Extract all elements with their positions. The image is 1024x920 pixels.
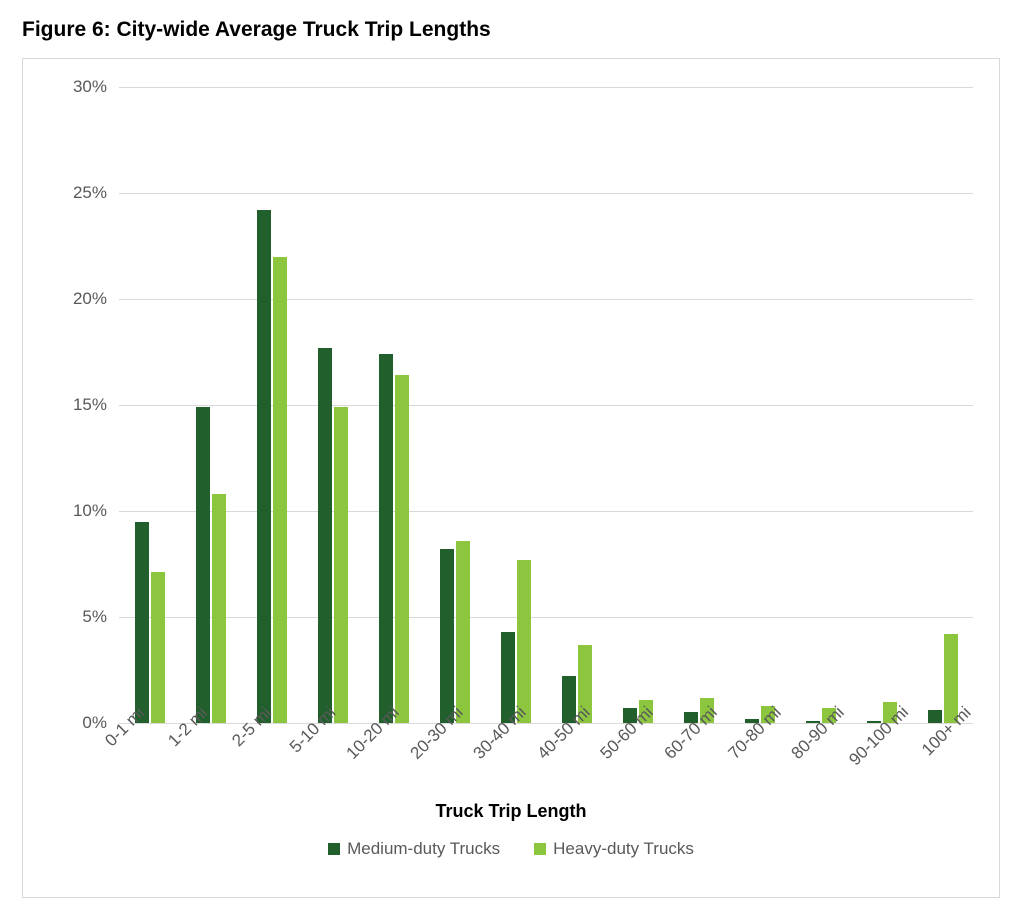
legend-swatch xyxy=(328,843,340,855)
category-slot xyxy=(241,87,302,723)
x-label-slot: 30-40 mi xyxy=(482,695,546,785)
category-slot xyxy=(363,87,424,723)
plot-wrap: 0%5%10%15%20%25%30% xyxy=(41,87,981,723)
x-tick-label: 5-10 mi xyxy=(285,703,339,757)
bar xyxy=(273,257,287,723)
category-slot xyxy=(424,87,485,723)
category-slot xyxy=(119,87,180,723)
category-slot xyxy=(668,87,729,723)
legend-label: Heavy-duty Trucks xyxy=(553,839,694,859)
bar xyxy=(135,522,149,723)
x-axis-area: 0-1 mi1-2 mi2-5 mi5-10 mi10-20 mi20-30 m… xyxy=(101,695,991,785)
legend-item: Heavy-duty Trucks xyxy=(534,839,694,859)
y-tick-label: 15% xyxy=(73,395,119,415)
x-tick-label: 100+ mi xyxy=(918,703,975,760)
x-label-slot: 10-20 mi xyxy=(355,695,419,785)
legend-label: Medium-duty Trucks xyxy=(347,839,500,859)
category-slot xyxy=(851,87,912,723)
x-axis-title: Truck Trip Length xyxy=(23,801,999,822)
bar xyxy=(257,210,271,723)
x-label-slot: 40-50 mi xyxy=(546,695,610,785)
category-slot xyxy=(607,87,668,723)
x-label-slot: 1-2 mi xyxy=(165,695,229,785)
bar xyxy=(318,348,332,723)
legend-swatch xyxy=(534,843,546,855)
legend: Medium-duty Trucks Heavy-duty Trucks xyxy=(23,839,999,859)
x-tick-label: 0-1 mi xyxy=(101,703,149,751)
x-label-slot: 60-70 mi xyxy=(673,695,737,785)
category-slot xyxy=(790,87,851,723)
x-label-slot: 70-80 mi xyxy=(737,695,801,785)
plot-area: 0%5%10%15%20%25%30% xyxy=(119,87,973,723)
category-slot xyxy=(546,87,607,723)
x-label-slot: 90-100 mi xyxy=(864,695,928,785)
y-tick-label: 25% xyxy=(73,183,119,203)
x-label-slot: 50-60 mi xyxy=(610,695,674,785)
y-tick-label: 30% xyxy=(73,77,119,97)
x-label-slot: 20-30 mi xyxy=(419,695,483,785)
bar xyxy=(379,354,393,723)
y-tick-label: 10% xyxy=(73,501,119,521)
y-tick-label: 5% xyxy=(82,607,119,627)
bar xyxy=(212,494,226,723)
category-slot xyxy=(485,87,546,723)
x-axis-labels: 0-1 mi1-2 mi2-5 mi5-10 mi10-20 mi20-30 m… xyxy=(101,695,991,785)
x-label-slot: 5-10 mi xyxy=(292,695,356,785)
category-slot xyxy=(302,87,363,723)
legend-item: Medium-duty Trucks xyxy=(328,839,500,859)
x-label-slot: 80-90 mi xyxy=(800,695,864,785)
bar xyxy=(196,407,210,723)
x-label-slot: 2-5 mi xyxy=(228,695,292,785)
category-slot xyxy=(912,87,973,723)
chart-frame: 0%5%10%15%20%25%30% 0-1 mi1-2 mi2-5 mi5-… xyxy=(22,58,1000,898)
y-tick-label: 20% xyxy=(73,289,119,309)
x-tick-label: 1-2 mi xyxy=(165,703,213,751)
bars-layer xyxy=(119,87,973,723)
x-label-slot: 100+ mi xyxy=(928,695,992,785)
x-label-slot: 0-1 mi xyxy=(101,695,165,785)
bar xyxy=(334,407,348,723)
category-slot xyxy=(729,87,790,723)
x-tick-label: 2-5 mi xyxy=(228,703,276,751)
figure-title: Figure 6: City-wide Average Truck Trip L… xyxy=(22,18,1002,42)
category-slot xyxy=(180,87,241,723)
bar xyxy=(395,375,409,723)
